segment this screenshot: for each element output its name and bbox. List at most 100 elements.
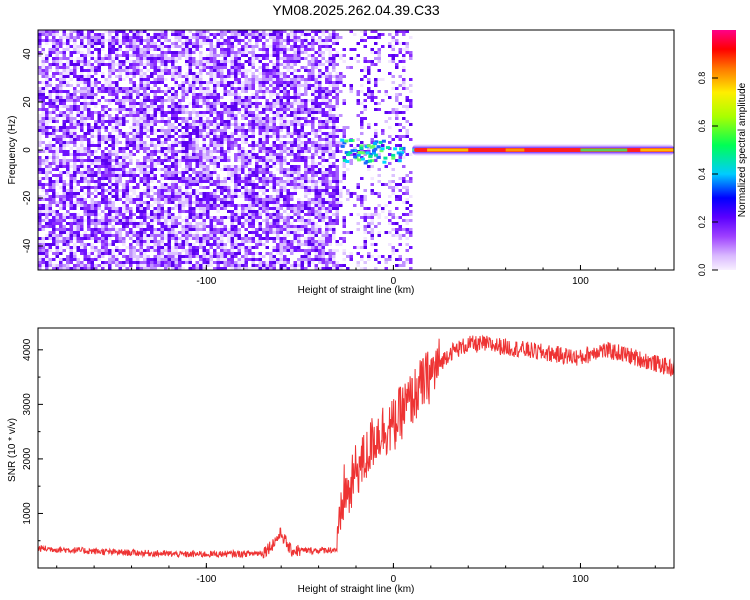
heatmap-cell: [101, 171, 105, 174]
heatmap-cell: [220, 168, 224, 171]
heatmap-cell: [111, 63, 115, 66]
heatmap-cell: [132, 225, 136, 228]
heatmap-cell: [59, 96, 63, 99]
heatmap-cell: [52, 174, 56, 177]
heatmap-cell: [59, 228, 63, 231]
heatmap-cell: [311, 126, 315, 129]
heatmap-cell: [62, 30, 66, 33]
heatmap-cell: [255, 78, 259, 81]
heatmap-cell: [59, 219, 63, 222]
heatmap-cell: [132, 177, 136, 180]
heatmap-cell: [234, 108, 238, 111]
heatmap-cell: [167, 132, 171, 135]
heatmap-cell: [234, 234, 238, 237]
heatmap-cell: [244, 165, 248, 168]
heatmap-cell: [76, 57, 80, 60]
heatmap-cell: [213, 162, 217, 165]
heatmap-cell: [304, 33, 308, 36]
heatmap-cell: [76, 222, 80, 225]
heatmap-cell: [251, 186, 255, 189]
heatmap-cell: [80, 189, 84, 192]
heatmap-cell: [122, 189, 126, 192]
heatmap-cell: [55, 84, 59, 87]
heatmap-cell: [125, 225, 129, 228]
heatmap-cell: [262, 141, 266, 144]
heatmap-cell: [94, 105, 98, 108]
heatmap-cell: [150, 36, 154, 39]
heatmap-cell: [220, 249, 224, 252]
heatmap-cell: [185, 48, 189, 51]
heatmap-cell: [206, 87, 210, 90]
heatmap-cell: [297, 201, 301, 204]
heatmap-cell: [244, 81, 248, 84]
heatmap-cell: [136, 51, 140, 54]
heatmap-cell: [220, 114, 224, 117]
heatmap-cell: [314, 243, 318, 246]
heatmap-cell: [104, 237, 108, 240]
heatmap-cell: [87, 108, 91, 111]
heatmap-cell: [283, 255, 287, 258]
heatmap-cell: [150, 261, 154, 264]
heatmap-cell: [143, 231, 147, 234]
heatmap-cell: [192, 207, 196, 210]
heatmap-cell: [304, 117, 308, 120]
heatmap-cell: [262, 132, 266, 135]
heatmap-cell: [55, 264, 59, 267]
heatmap-cell: [255, 258, 259, 261]
heatmap-cell: [262, 48, 266, 51]
heatmap-cell: [290, 243, 294, 246]
heatmap-cell: [290, 36, 294, 39]
heatmap-cell: [290, 60, 294, 63]
heatmap-cell: [125, 138, 129, 141]
heatmap-cell: [213, 261, 217, 264]
heatmap-cell: [272, 231, 276, 234]
heatmap-cell: [258, 165, 262, 168]
heatmap-cell: [76, 258, 80, 261]
heatmap-cell: [97, 168, 101, 171]
heatmap-cell: [223, 48, 227, 51]
heatmap-cell: [262, 63, 266, 66]
heatmap-cell: [213, 207, 217, 210]
heatmap-cell: [73, 48, 77, 51]
heatmap-cell: [174, 120, 178, 123]
heatmap-cell: [314, 141, 318, 144]
heatmap-cell: [244, 162, 248, 165]
heatmap-cell: [307, 87, 311, 90]
heatmap-cell: [55, 237, 59, 240]
heatmap-cell: [80, 126, 84, 129]
heatmap-cell: [283, 219, 287, 222]
heatmap-cell: [101, 84, 105, 87]
heatmap-cell: [41, 258, 45, 261]
heatmap-cell: [262, 66, 266, 69]
heatmap-cell: [248, 237, 252, 240]
heatmap-cell: [41, 240, 45, 243]
heatmap-cell: [265, 150, 269, 153]
heatmap-cell: [297, 168, 301, 171]
heatmap-cell: [300, 267, 304, 270]
heatmap-cell: [206, 261, 210, 264]
heatmap-cell: [146, 156, 150, 159]
heatmap-cell: [136, 267, 140, 270]
heatmap-cell: [258, 105, 262, 108]
heatmap-cell: [132, 114, 136, 117]
heatmap-cell: [248, 60, 252, 63]
heatmap-cell: [234, 60, 238, 63]
heatmap-cell: [143, 228, 147, 231]
heatmap-cell: [283, 87, 287, 90]
heatmap-cell: [45, 39, 49, 42]
heatmap-cell: [234, 168, 238, 171]
heatmap-cell: [118, 66, 122, 69]
heatmap-cell: [279, 72, 283, 75]
heatmap-cell: [206, 204, 210, 207]
heatmap-cell: [234, 105, 238, 108]
heatmap-cell: [111, 39, 115, 42]
heatmap-cell: [139, 39, 143, 42]
heatmap-cell: [115, 180, 119, 183]
heatmap-cell: [188, 39, 192, 42]
heatmap-cell: [188, 144, 192, 147]
heatmap-cell: [73, 237, 77, 240]
heatmap-cell: [293, 60, 297, 63]
heatmap-cell: [132, 171, 136, 174]
heatmap-cell: [241, 135, 245, 138]
heatmap-cell: [237, 30, 241, 33]
